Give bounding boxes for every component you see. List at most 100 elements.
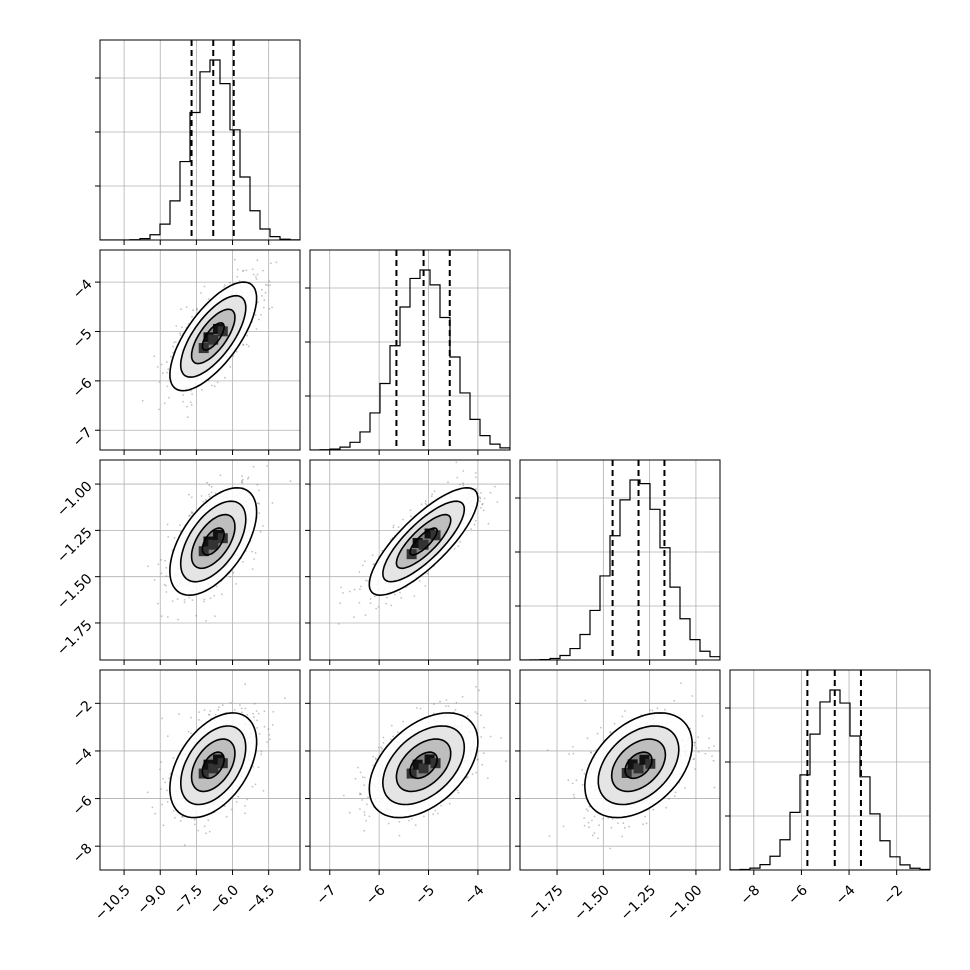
sample-point	[479, 500, 481, 503]
sample-point	[163, 583, 166, 586]
sample-point	[613, 722, 616, 725]
sample-point	[599, 726, 602, 729]
sample-point	[590, 752, 593, 754]
sample-point	[434, 809, 437, 812]
sample-point	[575, 779, 578, 782]
sample-point	[432, 712, 435, 715]
sample-point	[183, 599, 186, 601]
sample-point	[664, 708, 666, 711]
sample-point	[165, 591, 168, 593]
sample-point	[196, 308, 199, 311]
sample-point	[157, 563, 160, 566]
sample-point	[270, 262, 272, 265]
sample-point	[207, 819, 210, 822]
panel-2-0: −1.75−1.50−1.25 −1.00	[54, 459, 301, 665]
sample-point	[489, 735, 492, 738]
density-core	[198, 546, 209, 557]
sample-point	[440, 804, 443, 807]
sample-point	[251, 550, 253, 553]
sample-point	[252, 712, 255, 715]
sample-point	[457, 545, 460, 548]
sample-point	[241, 270, 244, 272]
sample-point	[190, 732, 193, 735]
sample-point	[358, 571, 361, 573]
sample-point	[254, 314, 257, 316]
sample-point	[167, 536, 170, 538]
sample-point	[159, 768, 161, 771]
y-tick-label: −7	[70, 425, 96, 451]
sample-point	[581, 784, 584, 786]
y-tick-label: −4	[70, 276, 96, 302]
sample-point	[195, 614, 198, 617]
sample-point	[275, 261, 278, 264]
sample-point	[701, 715, 704, 717]
sample-point	[219, 474, 222, 477]
sample-point	[382, 736, 385, 739]
sample-point	[476, 712, 479, 715]
sample-point	[414, 824, 417, 827]
sample-point	[474, 472, 477, 474]
y-tick-label: −6	[70, 793, 96, 819]
density-core	[418, 763, 429, 774]
sample-point	[208, 713, 211, 716]
contour-line	[179, 294, 247, 378]
sample-point	[154, 812, 157, 815]
sample-point	[359, 808, 361, 810]
sample-point	[621, 715, 624, 718]
sample-point	[205, 620, 207, 622]
sample-point	[160, 572, 163, 575]
sample-point	[223, 286, 226, 288]
panel-3-1: −7 −6 −5 −4	[305, 669, 511, 908]
sample-point	[271, 306, 273, 309]
x-tick-label: −6	[785, 882, 811, 908]
sample-point	[589, 751, 592, 753]
density-core	[412, 537, 423, 548]
sample-point	[694, 741, 696, 744]
x-tick-label: −8	[738, 882, 764, 908]
sample-point	[188, 514, 191, 517]
sample-point	[423, 815, 425, 818]
sample-point	[398, 834, 401, 837]
sample-point	[216, 381, 219, 384]
sample-point	[262, 306, 265, 309]
sample-point	[568, 753, 570, 755]
panel-frame	[729, 669, 931, 871]
sample-point	[548, 835, 551, 837]
sample-point	[189, 401, 192, 404]
sample-point	[256, 273, 259, 276]
sample-point	[426, 572, 429, 575]
sample-point	[166, 371, 169, 374]
sample-point	[266, 465, 268, 467]
sample-point	[571, 746, 574, 748]
sample-point	[175, 325, 178, 327]
sample-point	[624, 710, 626, 712]
sample-point	[188, 515, 191, 517]
sample-point	[455, 461, 458, 464]
sample-point	[263, 710, 266, 713]
sample-point	[253, 702, 256, 705]
sample-point	[179, 820, 182, 822]
sample-point	[454, 708, 457, 711]
panel-frame	[99, 39, 301, 241]
sample-point	[166, 523, 169, 526]
sample-point	[268, 307, 271, 310]
sample-point	[445, 699, 448, 701]
sample-point	[396, 731, 399, 734]
sample-point	[232, 571, 235, 574]
sample-point	[141, 399, 144, 402]
sample-point	[368, 815, 371, 818]
sample-point	[462, 484, 465, 487]
sample-point	[242, 269, 245, 272]
sample-point	[158, 408, 161, 411]
sample-point	[172, 810, 175, 812]
sample-point	[185, 306, 188, 308]
sample-point	[486, 777, 489, 779]
sample-point	[166, 801, 169, 803]
sample-point	[419, 707, 422, 710]
sample-point	[190, 716, 192, 719]
contour-line	[610, 738, 667, 793]
sample-point	[381, 747, 384, 750]
sample-point	[179, 524, 181, 527]
sample-point	[392, 735, 394, 738]
contour-line	[190, 308, 236, 365]
